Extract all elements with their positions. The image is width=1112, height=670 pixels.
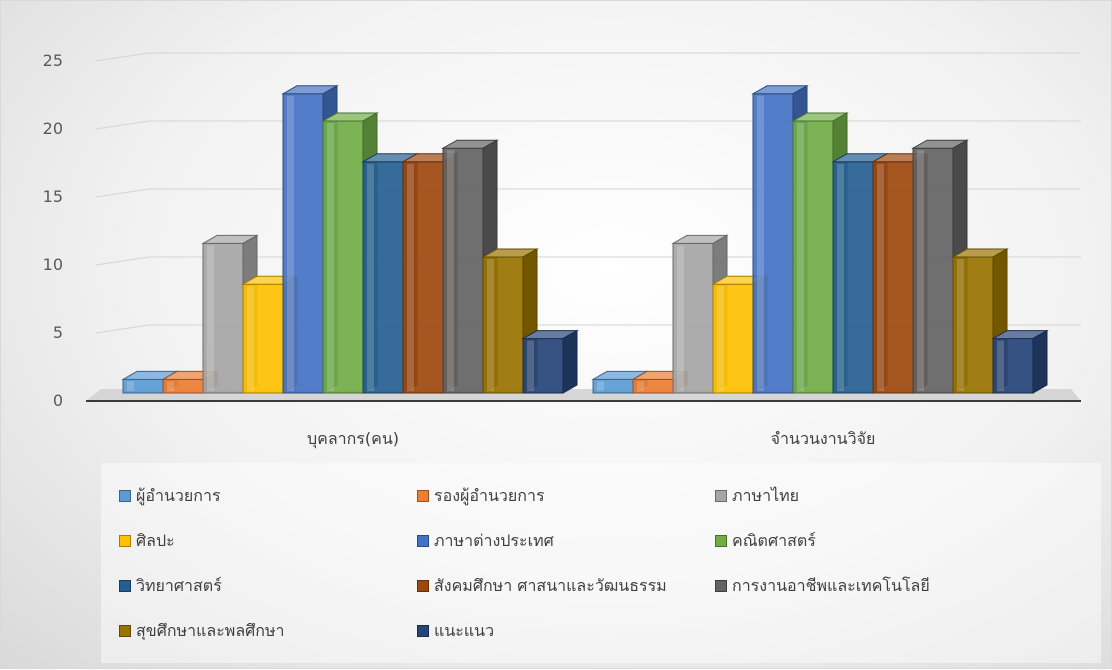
bar-front <box>202 242 244 394</box>
bar-highlight <box>127 381 134 391</box>
gridline-diagonal <box>95 256 150 266</box>
bar-front <box>322 120 364 394</box>
bar-side <box>562 329 578 394</box>
legend-swatch <box>715 535 727 547</box>
legend-swatch <box>715 580 727 592</box>
y-tick-label: 25 <box>43 51 63 70</box>
bar-highlight <box>997 340 1004 391</box>
y-tick-label: 0 <box>53 391 63 410</box>
x-category-label: จำนวนงานวิจัย <box>771 429 876 448</box>
y-tick-label: 20 <box>43 119 63 138</box>
legend-swatch <box>119 580 131 592</box>
bar-highlight <box>677 245 684 391</box>
bar-front <box>752 93 794 394</box>
legend-item: แนะแนว <box>417 618 494 644</box>
bar-front <box>282 93 324 394</box>
bar-highlight <box>447 150 454 391</box>
bar-highlight <box>287 95 294 392</box>
bar-highlight <box>407 163 414 391</box>
legend-label: ศิลปะ <box>136 530 175 550</box>
bar-highlight <box>957 259 964 391</box>
bar-highlight <box>917 150 924 391</box>
bar-side <box>1032 329 1048 394</box>
legend-item: คณิตศาสตร์ <box>715 528 816 554</box>
legend: ผู้อำนวยการ รองผู้อำนวยการ ภาษาไทยศิลปะ ภาษ… <box>101 463 1101 663</box>
y-tick-label: 5 <box>53 323 63 342</box>
bar-front <box>442 147 484 394</box>
legend-label: ภาษาไทย <box>732 485 800 505</box>
x-category-label: บุคลากร(คน) <box>307 429 399 449</box>
bar-front <box>402 161 444 394</box>
legend-label: สุขศึกษาและพลศึกษา <box>136 620 285 640</box>
legend-swatch <box>417 580 429 592</box>
legend-item: วิทยาศาสตร์ <box>119 573 222 599</box>
y-tick-label: 15 <box>43 187 63 206</box>
bar-highlight <box>637 381 644 391</box>
bar-highlight <box>327 123 334 391</box>
legend-swatch <box>417 490 429 502</box>
legend-item: ภาษาต่างประเทศ <box>417 528 554 554</box>
legend-label: ผู้อำนวยการ <box>136 485 221 505</box>
gridline-diagonal <box>95 52 150 62</box>
legend-label: ภาษาต่างประเทศ <box>434 530 554 550</box>
y-tick-label: 10 <box>43 255 63 274</box>
bar-front <box>912 147 954 394</box>
legend-label: รองผู้อำนวยการ <box>434 485 545 505</box>
gridline-diagonal <box>95 120 150 130</box>
legend-label: วิทยาศาสตร์ <box>136 575 222 595</box>
legend-item: รองผู้อำนวยการ <box>417 483 545 509</box>
bar-highlight <box>717 286 724 391</box>
legend-item: ภาษาไทย <box>715 483 799 509</box>
bar-highlight <box>797 123 804 391</box>
bar-highlight <box>167 381 174 391</box>
gridline-diagonal <box>95 324 150 334</box>
legend-swatch <box>417 625 429 637</box>
bar-front <box>952 256 994 394</box>
bar-highlight <box>837 163 844 391</box>
bar-highlight <box>367 163 374 391</box>
legend-item: ศิลปะ <box>119 528 175 554</box>
legend-swatch <box>417 535 429 547</box>
legend-item: การงานอาชีพและเทคโนโลยี <box>715 573 930 599</box>
bar-highlight <box>527 340 534 391</box>
legend-swatch <box>119 490 131 502</box>
bar-front <box>362 161 404 394</box>
bar-highlight <box>207 245 214 391</box>
bar-highlight <box>757 95 764 392</box>
gridline-diagonal <box>95 188 150 198</box>
legend-swatch <box>119 535 131 547</box>
legend-item: สังคมศึกษา ศาสนาและวัฒนธรรม <box>417 573 667 599</box>
bar-highlight <box>247 286 254 391</box>
legend-swatch <box>715 490 727 502</box>
bar-highlight <box>487 259 494 391</box>
legend-label: แนะแนว <box>434 620 495 640</box>
bar-highlight <box>597 381 604 391</box>
legend-label: การงานอาชีพและเทคโนโลยี <box>732 575 930 595</box>
legend-item: ผู้อำนวยการ <box>119 483 221 509</box>
bar-highlight <box>877 163 884 391</box>
legend-label: สังคมศึกษา ศาสนาและวัฒนธรรม <box>434 575 667 595</box>
legend-swatch <box>119 625 131 637</box>
legend-label: คณิตศาสตร์ <box>732 530 816 550</box>
legend-item: สุขศึกษาและพลศึกษา <box>119 618 285 644</box>
